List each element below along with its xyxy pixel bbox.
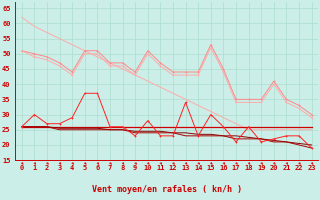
- X-axis label: Vent moyen/en rafales ( kn/h ): Vent moyen/en rafales ( kn/h ): [92, 185, 242, 194]
